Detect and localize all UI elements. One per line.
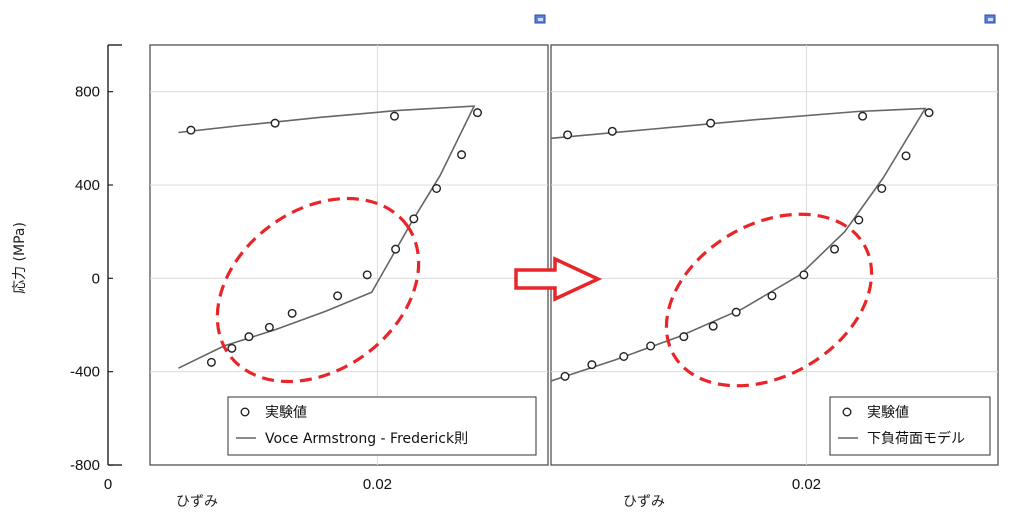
data-point [333, 291, 343, 301]
y-tick-label: 0 [92, 270, 100, 287]
y-tick-label: 400 [75, 177, 100, 194]
data-point [924, 108, 934, 118]
data-point [227, 343, 237, 353]
data-point [708, 321, 718, 331]
data-point [877, 183, 887, 193]
data-point [901, 151, 911, 161]
data-point [270, 118, 280, 128]
highlight-ellipse [215, 196, 421, 384]
data-point [679, 332, 689, 342]
data-point [560, 371, 570, 381]
data-point [287, 308, 297, 318]
plot-area [550, 44, 999, 466]
expand-icon[interactable] [534, 14, 546, 24]
data-point [830, 244, 840, 254]
legend-box [829, 396, 991, 456]
data-point [799, 270, 809, 280]
x-tick-label: 0.02 [792, 476, 821, 493]
x-tick-label: 0 [104, 476, 112, 493]
legend: 実験値 Voce Armstrong - Frederick則 [227, 396, 537, 456]
model-curve [178, 105, 476, 369]
data-point [391, 244, 401, 254]
legend-marker-icon [842, 407, 852, 417]
data-point [607, 126, 617, 136]
data-point [619, 352, 629, 362]
data-point [206, 357, 216, 367]
data-point [646, 341, 656, 351]
legend-box [227, 396, 537, 456]
highlight-ellipse [664, 212, 874, 388]
legend-marker-icon [240, 407, 250, 417]
legend-label: Voce Armstrong - Frederick則 [265, 431, 468, 447]
data-point [389, 111, 399, 121]
data-point [767, 291, 777, 301]
x-tick-label: 0.02 [363, 476, 392, 493]
data-point [457, 150, 467, 160]
data-point [854, 215, 864, 225]
transition-arrow [514, 256, 603, 302]
legend-label: 実験値 [265, 405, 307, 421]
data-point [432, 183, 442, 193]
y-tick-label: -800 [70, 457, 100, 474]
x-axis-title: ひずみ [176, 494, 218, 510]
legend-label: 実験値 [867, 405, 909, 421]
data-point [244, 332, 254, 342]
expand-icon[interactable] [984, 14, 996, 24]
y-axis-title: 応力 (MPa) [12, 222, 28, 294]
data-point [731, 307, 741, 317]
data-point [587, 360, 597, 370]
data-point [858, 111, 868, 121]
chart-panel-1: -800 -400 0 400 800 0 0.02 ひずみ 実験値 Voce Armstrong… [70, 14, 549, 510]
data-point [563, 130, 573, 140]
x-axis-title: ひずみ [623, 494, 665, 510]
data-point [409, 214, 419, 224]
data-point [186, 125, 196, 135]
data-point [472, 108, 482, 118]
y-tick-label: -400 [70, 364, 100, 381]
data-point [706, 118, 716, 128]
y-tick-label: 800 [75, 84, 100, 101]
data-point [264, 322, 274, 332]
legend-label: 下負荷面モデル [867, 430, 965, 447]
data-point [362, 270, 372, 280]
